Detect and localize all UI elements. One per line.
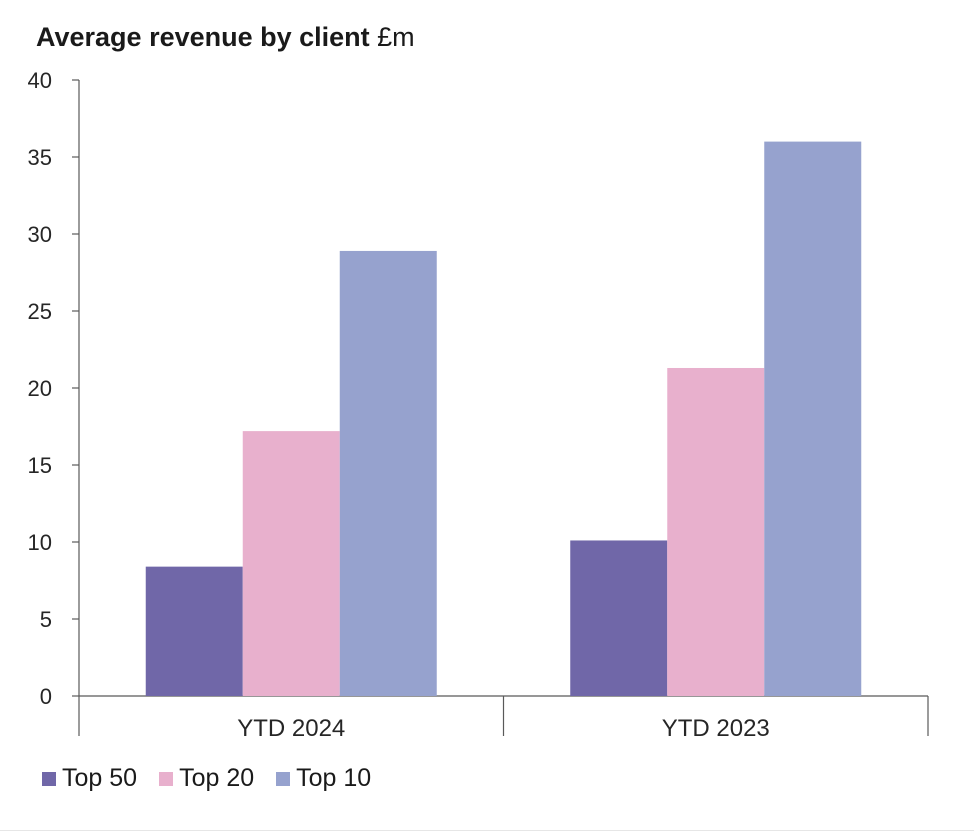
legend-item-top-10: Top 10	[276, 764, 371, 793]
y-tick-label: 10	[28, 530, 52, 555]
bar-top-50-ytd-2024	[145, 566, 243, 696]
y-tick-label: 25	[28, 299, 52, 324]
y-tick-label: 15	[28, 453, 52, 478]
legend-swatch	[159, 771, 174, 786]
legend-swatch	[42, 771, 56, 786]
y-tick-label: 35	[28, 145, 52, 170]
y-tick-label: 0	[40, 684, 52, 709]
bar-top-20-ytd-2023	[667, 367, 765, 696]
axis-labels: 0 5 10 15 20 25 30 35 40 YTD 2024 YTD 2023	[28, 68, 770, 742]
legend-swatch	[276, 771, 291, 786]
chart-title: Average revenue by client £m	[36, 22, 415, 53]
bar-top-10-ytd-2023	[764, 141, 862, 697]
x-category-label: YTD 2024	[237, 715, 345, 742]
bar-top-10-ytd-2024	[339, 250, 437, 696]
bar-chart: 0 5 10 15 20 25 30 35 40 YTD 2024 YTD 2023	[28, 68, 929, 742]
legend-label: Top 10	[296, 764, 372, 792]
bar-top-20-ytd-2024	[242, 431, 340, 696]
legend-item-top-50: Top 50	[42, 764, 137, 793]
y-tick-label: 20	[28, 376, 52, 401]
legend: Top 50 Top 20 Top 10	[42, 764, 393, 793]
bottom-divider	[0, 830, 974, 831]
x-category-label: YTD 2023	[662, 715, 770, 742]
chart-title-main: Average revenue by client	[36, 22, 370, 52]
y-tick-label: 30	[28, 222, 52, 247]
bar-top-50-ytd-2023	[570, 540, 668, 696]
legend-label: Top 50	[62, 764, 138, 792]
legend-label: Top 20	[179, 764, 255, 792]
chart-title-unit: £m	[369, 22, 415, 52]
bars	[145, 141, 862, 697]
legend-item-top-20: Top 20	[159, 764, 254, 793]
y-tick-label: 5	[40, 607, 52, 632]
y-tick-label: 40	[28, 68, 52, 93]
